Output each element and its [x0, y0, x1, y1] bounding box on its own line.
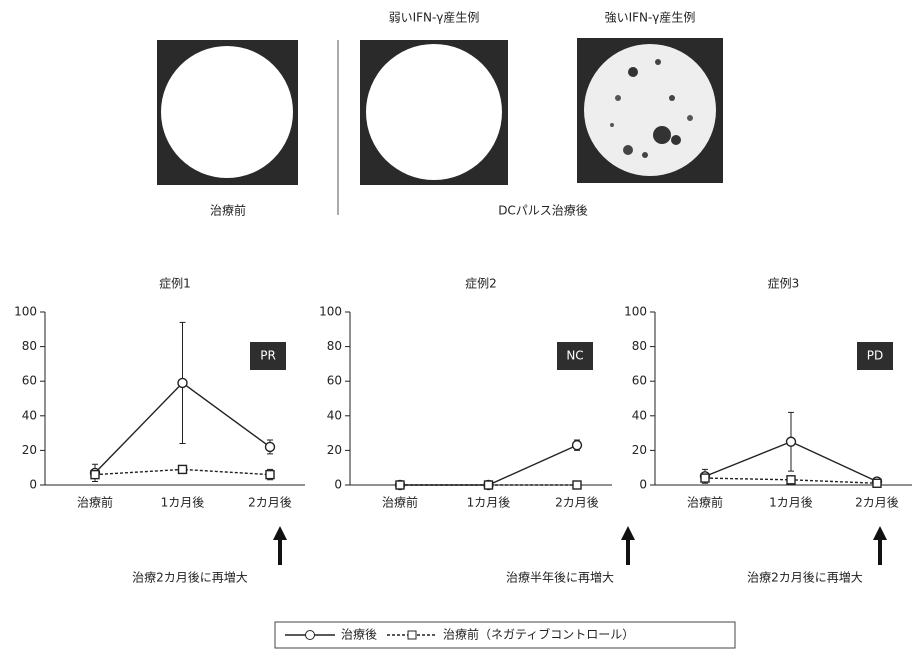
y-tick-label: 60 [327, 374, 342, 388]
marker [178, 378, 187, 387]
marker [396, 481, 404, 489]
chart-title: 症例2 [465, 276, 497, 291]
marker [179, 465, 187, 473]
x-tick-label: 2カ月後 [855, 496, 899, 510]
badge: NC [566, 349, 583, 363]
y-tick-label: 40 [327, 408, 342, 422]
legend-label: 治療後 [341, 628, 377, 642]
marker [266, 442, 275, 451]
annotation: 治療2カ月後に再増大 [132, 571, 248, 585]
arrow-head [273, 526, 287, 540]
badge: PD [867, 349, 883, 363]
annotation: 治療2カ月後に再増大 [747, 571, 863, 585]
y-tick-label: 100 [624, 305, 647, 319]
y-tick-label: 20 [632, 443, 647, 457]
y-tick-label: 0 [29, 478, 37, 492]
series-line [400, 445, 577, 485]
marker [573, 481, 581, 489]
y-tick-label: 20 [327, 443, 342, 457]
y-tick-label: 40 [632, 408, 647, 422]
arrow-head [873, 526, 887, 540]
marker [266, 471, 274, 479]
marker [787, 476, 795, 484]
y-tick-label: 100 [14, 305, 37, 319]
x-tick-label: 治療前 [77, 495, 113, 510]
y-tick-label: 80 [22, 339, 37, 353]
marker [873, 479, 881, 487]
image-caption: DCパルス治療後 [498, 204, 588, 218]
y-tick-label: 0 [639, 478, 647, 492]
marker [485, 481, 493, 489]
y-tick-label: 60 [22, 374, 37, 388]
marker [787, 437, 796, 446]
x-tick-label: 2カ月後 [248, 496, 292, 510]
image-header: 強いIFN-γ産生例 [605, 10, 696, 25]
marker [91, 471, 99, 479]
x-tick-label: 1カ月後 [161, 496, 205, 510]
marker [573, 441, 582, 450]
well [366, 44, 502, 180]
y-tick-label: 60 [632, 374, 647, 388]
y-tick-label: 20 [22, 443, 37, 457]
image-caption: 治療前 [210, 203, 246, 218]
y-tick-label: 40 [22, 408, 37, 422]
y-tick-label: 80 [327, 339, 342, 353]
x-tick-label: 1カ月後 [769, 496, 813, 510]
legend-marker [306, 631, 315, 640]
arrow-head [621, 526, 635, 540]
x-tick-label: 1カ月後 [467, 496, 511, 510]
legend-marker [408, 631, 416, 639]
y-tick-label: 0 [334, 478, 342, 492]
x-tick-label: 治療前 [382, 495, 418, 510]
well-spots [584, 44, 716, 176]
y-tick-label: 80 [632, 339, 647, 353]
y-tick-label: 100 [319, 305, 342, 319]
badge: PR [260, 349, 276, 363]
figure: 弱いIFN-γ産生例 強いIFN-γ産生例 治療前 DCパルス治療後 症例1 0 2… [0, 0, 923, 651]
well [161, 46, 293, 178]
marker [701, 474, 709, 482]
image-header: 弱いIFN-γ産生例 [389, 10, 480, 25]
x-tick-label: 治療前 [687, 495, 723, 510]
chart-title: 症例3 [768, 276, 800, 291]
annotation: 治療半年後に再増大 [506, 571, 614, 585]
x-tick-label: 2カ月後 [555, 496, 599, 510]
chart-title: 症例1 [159, 276, 191, 291]
legend-label: 治療前（ネガティブコントロール） [443, 627, 634, 642]
